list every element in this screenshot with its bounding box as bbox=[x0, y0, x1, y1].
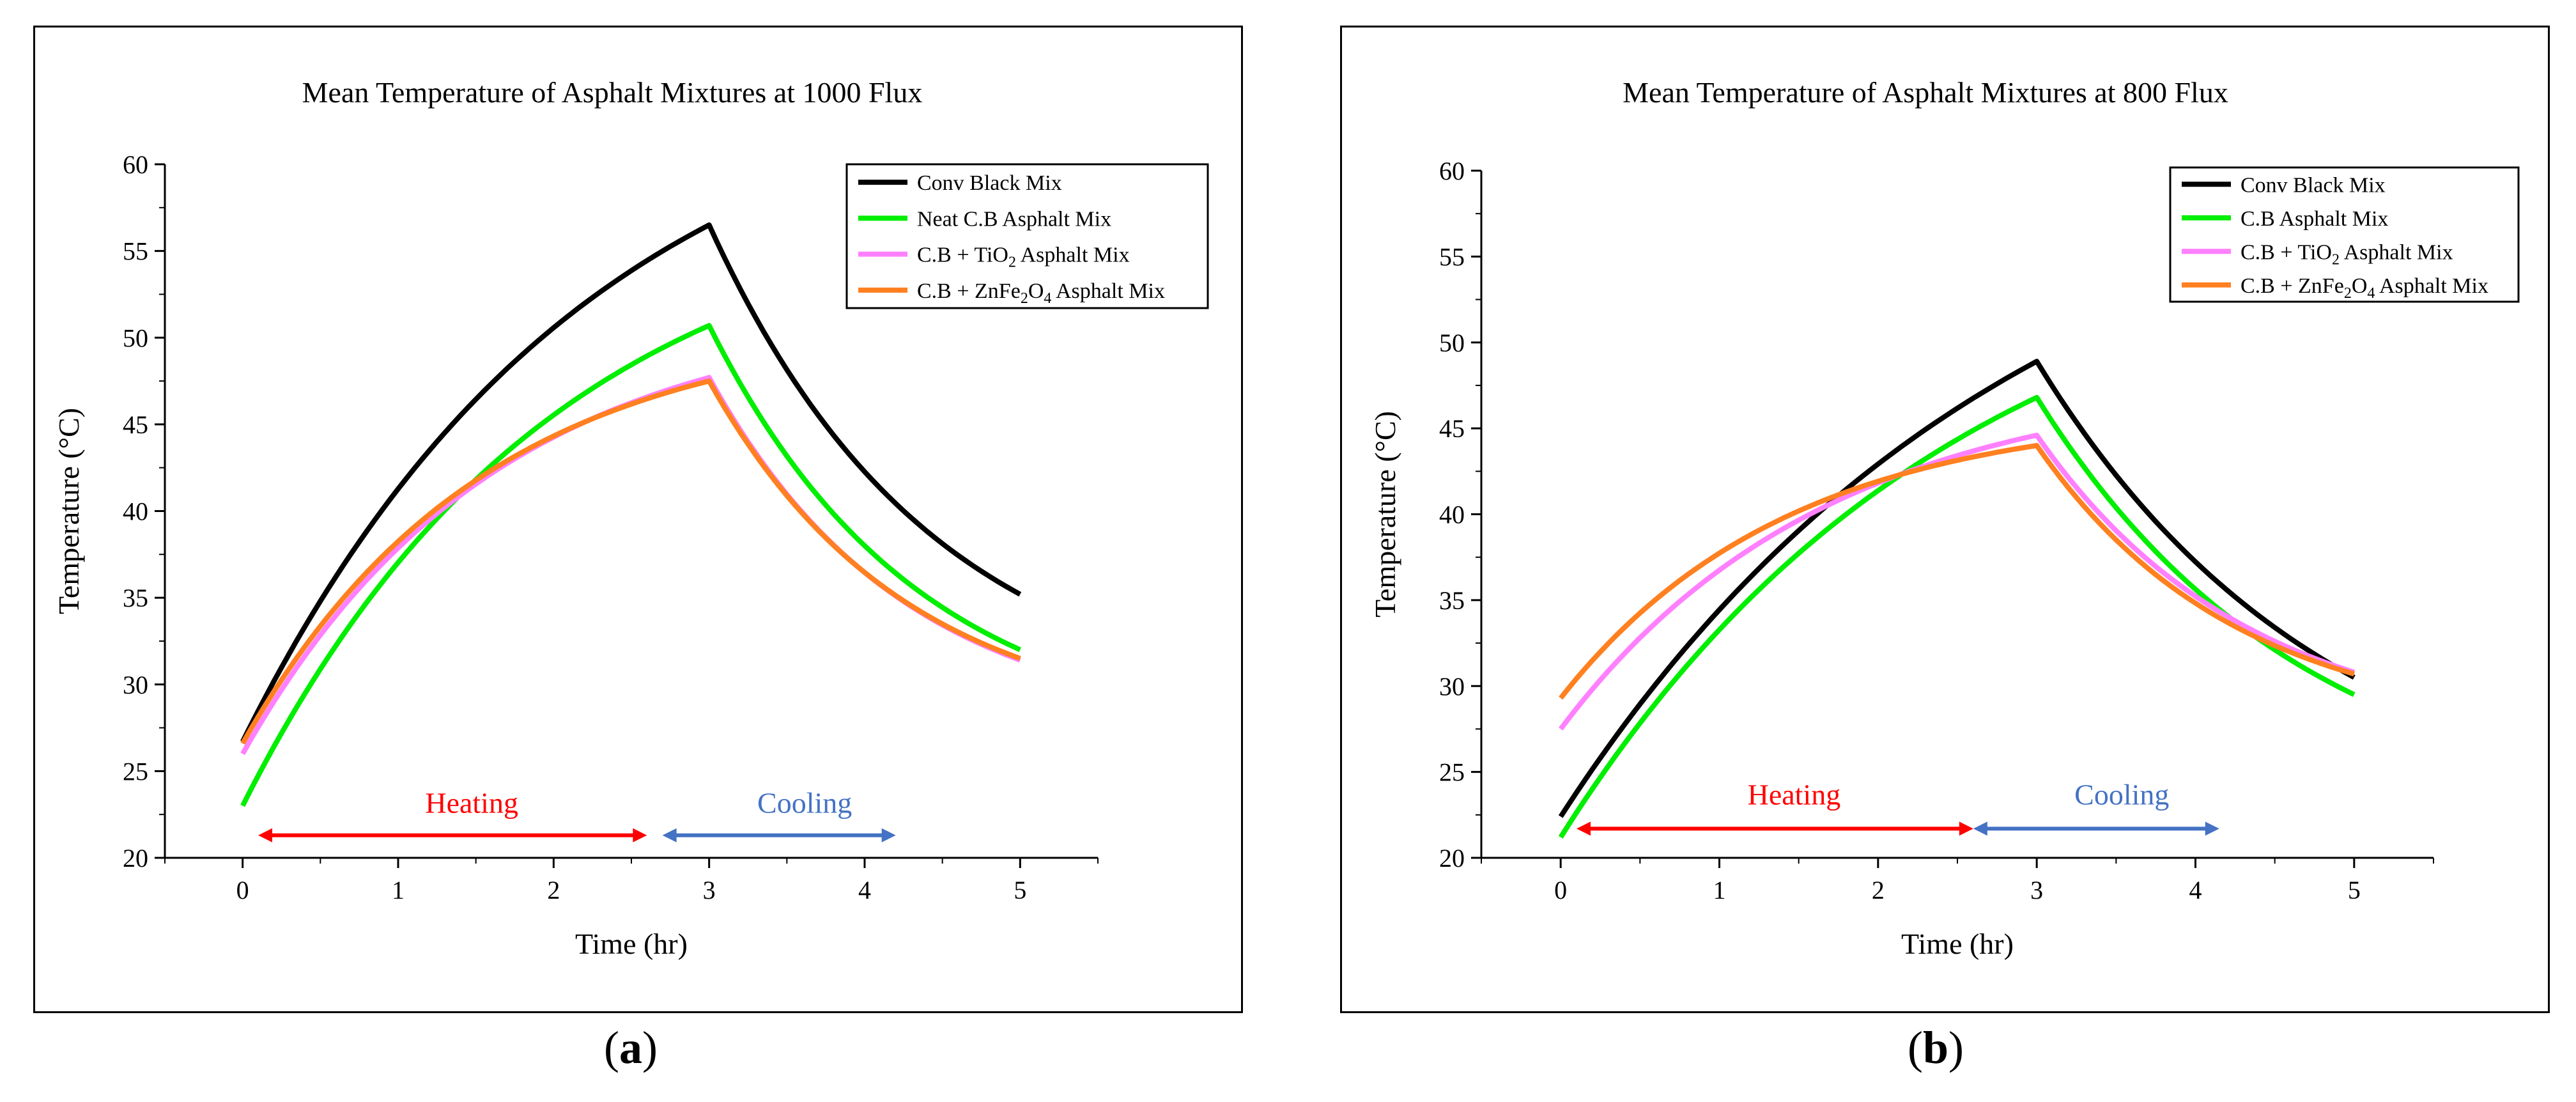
x-tick-label: 4 bbox=[858, 876, 871, 904]
caption-letter: a bbox=[619, 1022, 642, 1073]
legend-box bbox=[845, 163, 1209, 309]
x-tick-label: 0 bbox=[236, 876, 249, 904]
arrow-head-right bbox=[1959, 821, 1973, 836]
caption-open: ( bbox=[604, 1022, 619, 1073]
arrow-head-right bbox=[633, 828, 647, 842]
annotation-heating: Heating bbox=[258, 786, 647, 842]
caption-open: ( bbox=[1908, 1022, 1923, 1073]
legend-entry: C.B + TiO2 Asphalt Mix bbox=[917, 244, 1130, 271]
legend-entry: C.B + TiO2 Asphalt Mix bbox=[2241, 240, 2453, 268]
legend-entry: Conv Black Mix bbox=[2241, 173, 2386, 197]
y-tick-label: 35 bbox=[123, 584, 148, 612]
caption-letter: b bbox=[1922, 1022, 1949, 1073]
arrow-head-left bbox=[258, 828, 272, 842]
series-line-4 bbox=[1559, 443, 2355, 700]
arrow-head-left bbox=[662, 828, 677, 842]
y-tick-label: 20 bbox=[123, 844, 148, 873]
legend: Conv Black Mix C.B Asphalt Mix C.B + TiO2 … bbox=[2169, 166, 2520, 303]
legend-box bbox=[2169, 166, 2520, 303]
y-axis-label: Temperature (°C) bbox=[52, 408, 85, 614]
arrow-head-left bbox=[1973, 821, 1987, 836]
chart-title: Mean Temperature of Asphalt Mixtures at … bbox=[1623, 76, 2228, 109]
y-tick-label: 30 bbox=[123, 671, 148, 699]
annotation-cooling: Cooling bbox=[662, 786, 896, 842]
series-line-3 bbox=[240, 375, 1021, 756]
annotation-label: Cooling bbox=[757, 786, 852, 819]
y-tick-label: 20 bbox=[1439, 844, 1465, 873]
x-tick-label: 5 bbox=[1014, 876, 1026, 904]
y-tick-label: 40 bbox=[1439, 501, 1465, 529]
x-tick-label: 2 bbox=[547, 876, 560, 904]
y-tick-label: 60 bbox=[123, 150, 148, 179]
annotation-label: Heating bbox=[1748, 779, 1841, 811]
y-tick-label: 50 bbox=[123, 323, 148, 352]
y-tick-label: 50 bbox=[1439, 329, 1465, 357]
x-tick-label: 1 bbox=[392, 876, 405, 904]
y-tick-label: 45 bbox=[123, 410, 148, 439]
y-tick-label: 55 bbox=[1439, 242, 1465, 271]
legend-entry: Neat C.B Asphalt Mix bbox=[917, 207, 1111, 231]
x-tick-label: 0 bbox=[1554, 876, 1567, 904]
panel-b-caption: (b) bbox=[1908, 1021, 1964, 1075]
caption-close: ) bbox=[642, 1022, 658, 1073]
arrow-head-right bbox=[881, 828, 896, 842]
arrow-head-right bbox=[2205, 821, 2219, 836]
arrow-head-left bbox=[1577, 821, 1591, 836]
x-tick-label: 4 bbox=[2189, 876, 2202, 904]
x-axis-label: Time (hr) bbox=[1901, 927, 2014, 960]
y-tick-label: 35 bbox=[1439, 586, 1465, 615]
legend-entry: C.B + ZnFe2O4 Asphalt Mix bbox=[917, 279, 1165, 307]
series-line-2 bbox=[1558, 394, 2356, 839]
x-axis-label: Time (hr) bbox=[575, 927, 688, 960]
legend-entry: C.B Asphalt Mix bbox=[2241, 207, 2388, 231]
annotation-heating: Heating bbox=[1577, 779, 1973, 836]
legend-entry: C.B + ZnFe2O4 Asphalt Mix bbox=[2241, 274, 2488, 302]
series-line-1 bbox=[1558, 359, 2356, 818]
annotation-label: Cooling bbox=[2074, 779, 2169, 811]
series-line-1 bbox=[240, 222, 1022, 743]
y-tick-label: 55 bbox=[123, 237, 148, 266]
chart-panel-b: Mean Temperature of Asphalt Mixtures at … bbox=[1369, 76, 2520, 960]
x-tick-label: 1 bbox=[1713, 876, 1726, 904]
legend-entry: Conv Black Mix bbox=[917, 171, 1062, 195]
y-tick-label: 45 bbox=[1439, 414, 1465, 443]
series-line-4 bbox=[240, 378, 1021, 745]
series-line-3 bbox=[1559, 432, 2356, 731]
y-tick-label: 60 bbox=[1439, 157, 1465, 185]
x-tick-label: 3 bbox=[2030, 876, 2043, 904]
annotation-label: Heating bbox=[425, 786, 518, 819]
y-tick-label: 25 bbox=[1439, 758, 1465, 787]
y-axis-label: Temperature (°C) bbox=[1369, 411, 1401, 617]
y-tick-label: 40 bbox=[123, 497, 148, 526]
panel-a-caption: (a) bbox=[604, 1021, 658, 1075]
chart-panel-a: Mean Temperature of Asphalt Mixtures at … bbox=[52, 76, 1209, 960]
series-line-2 bbox=[240, 323, 1021, 807]
annotation-cooling: Cooling bbox=[1973, 779, 2219, 836]
chart-title: Mean Temperature of Asphalt Mixtures at … bbox=[302, 76, 923, 109]
y-tick-label: 30 bbox=[1439, 672, 1465, 701]
y-tick-label: 25 bbox=[123, 757, 148, 786]
x-tick-label: 2 bbox=[1872, 876, 1885, 904]
x-tick-label: 3 bbox=[703, 876, 716, 904]
legend: Conv Black Mix Neat C.B Asphalt Mix C.B + … bbox=[845, 163, 1209, 309]
caption-close: ) bbox=[1948, 1022, 1964, 1073]
x-tick-label: 5 bbox=[2348, 876, 2361, 904]
